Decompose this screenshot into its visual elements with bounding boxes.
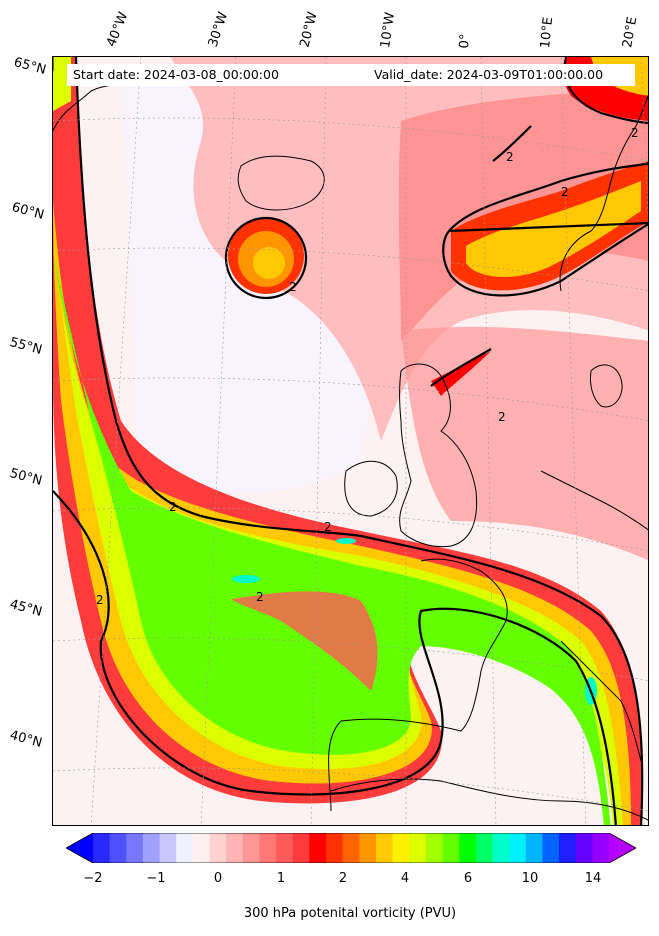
lon-label-10e: 10°E (538, 16, 556, 49)
colorbar-label: 300 hPa potenital vorticity (PVU) (0, 906, 659, 921)
contour-label: 2 (169, 500, 177, 514)
colorbar-tick: 6 (464, 871, 472, 886)
valid-date-label: Valid_date: 2024-03-09T01:00:00.00 (367, 64, 635, 86)
colorbar-cell (376, 833, 393, 863)
lat-label-65n: 65°N (12, 55, 48, 78)
colorbar-cell (309, 833, 326, 863)
lon-label-20w: 20°W (297, 11, 320, 49)
colorbar-cell (542, 833, 559, 863)
colorbar-cell (110, 833, 127, 863)
colorbar-cell (276, 833, 293, 863)
colorbar-cell (576, 833, 593, 863)
colorbar-cell (393, 833, 410, 863)
contour-label: 2 (498, 410, 506, 424)
contour-label: 2 (561, 185, 569, 199)
contour-label: 2 (256, 590, 264, 604)
colorbar-tick: 14 (585, 871, 602, 886)
pv-maximum-atlantic (232, 575, 260, 583)
colorbar-cell (409, 833, 426, 863)
colorbar-tick: 4 (401, 871, 409, 886)
colorbar-cell (160, 833, 177, 863)
colorbar-cell (509, 833, 526, 863)
contour-label: 2 (289, 280, 297, 294)
contour-label: 2 (506, 150, 514, 164)
contour-label: 2 (96, 593, 104, 607)
colorbar-cell (176, 833, 193, 863)
lon-label-10w: 10°W (378, 11, 398, 49)
contour-label: 2 (631, 126, 639, 140)
colorbar-cell (592, 833, 609, 863)
lon-label-0: 0° (457, 33, 473, 49)
pv-maximum-biscay (336, 538, 356, 544)
start-date-label: Start date: 2024-03-08_00:00:00 (67, 64, 367, 86)
colorbar-tick: −1 (146, 871, 165, 886)
colorbar-cell (243, 833, 260, 863)
lat-label-60n: 60°N (10, 200, 46, 223)
colorbar-tick: −2 (83, 871, 102, 886)
lat-label-45n: 45°N (8, 597, 44, 620)
colorbar-cell (343, 833, 360, 863)
colorbar-cell (426, 833, 443, 863)
colorbar-cell (443, 833, 460, 863)
colorbar-cell (293, 833, 310, 863)
colorbar-cell (93, 833, 110, 863)
colorbar-cell (492, 833, 509, 863)
contour-label: 2 (324, 520, 332, 534)
colorbar-cell (559, 833, 576, 863)
colorbar-cell (259, 833, 276, 863)
lat-label-55n: 55°N (8, 335, 44, 358)
colorbar-cell (476, 833, 493, 863)
lon-label-20e: 20°E (620, 16, 640, 49)
colorbar-cell (210, 833, 227, 863)
colorbar-tick: 0 (214, 871, 222, 886)
colorbar-tick: 1 (277, 871, 285, 886)
colorbar-cell (193, 833, 210, 863)
colorbar-cell (126, 833, 143, 863)
colorbar (66, 833, 636, 863)
potential-vorticity-map: 2 2 2 2 2 2 2 2 2 (52, 56, 649, 826)
colorbar-tick: 2 (339, 871, 347, 886)
colorbar-cell (143, 833, 160, 863)
lon-label-30w: 30°W (206, 10, 231, 49)
colorbar-extend-max (609, 833, 636, 863)
colorbar-cell (359, 833, 376, 863)
lat-label-40n: 40°N (8, 728, 44, 751)
colorbar-extend-min (66, 833, 93, 863)
lon-label-40w: 40°W (104, 10, 131, 49)
colorbar-cell (326, 833, 343, 863)
map-canvas: 2 2 2 2 2 2 2 2 2 (53, 57, 649, 826)
lat-label-50n: 50°N (8, 466, 44, 489)
colorbar-cell (459, 833, 476, 863)
colorbar-cell (526, 833, 543, 863)
colorbar-tick: 10 (522, 871, 539, 886)
colorbar-cell (226, 833, 243, 863)
